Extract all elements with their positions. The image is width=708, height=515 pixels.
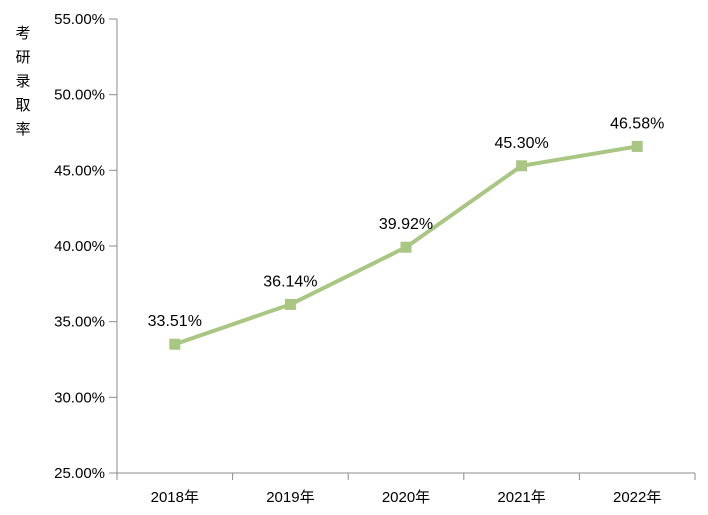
data-point-marker [400,241,412,253]
data-point-marker [284,298,296,310]
y-tick-label: 45.00% [54,162,105,179]
y-axis-title-char: 取 [15,97,31,114]
data-label: 46.58% [610,115,664,132]
y-tick-label: 40.00% [54,238,105,255]
y-tick-label: 50.00% [54,87,105,104]
data-point-marker [169,338,181,350]
x-axis-label: 2022年 [613,489,661,506]
y-axis-title-char: 录 [15,73,31,90]
x-axis-label: 2020年 [382,489,430,506]
y-axis-title-char: 考 [15,25,31,42]
x-axis-label: 2019年 [266,489,314,506]
data-label: 45.30% [494,135,548,152]
y-tick-label: 35.00% [54,314,105,331]
y-tick-label: 30.00% [54,389,105,406]
data-label: 39.92% [379,216,433,233]
data-point-marker [631,140,643,152]
data-point-marker [516,160,528,172]
x-axis-label: 2018年 [151,489,199,506]
data-label: 33.51% [148,313,202,330]
data-label: 36.14% [263,273,317,290]
y-axis-title: 考研录取率 [13,22,33,142]
y-tick-label: 55.00% [54,11,105,28]
y-axis-title-char: 率 [15,121,31,138]
x-axis-label: 2021年 [497,489,545,506]
y-axis-title-char: 研 [15,49,31,66]
y-tick-label: 25.00% [54,465,105,482]
